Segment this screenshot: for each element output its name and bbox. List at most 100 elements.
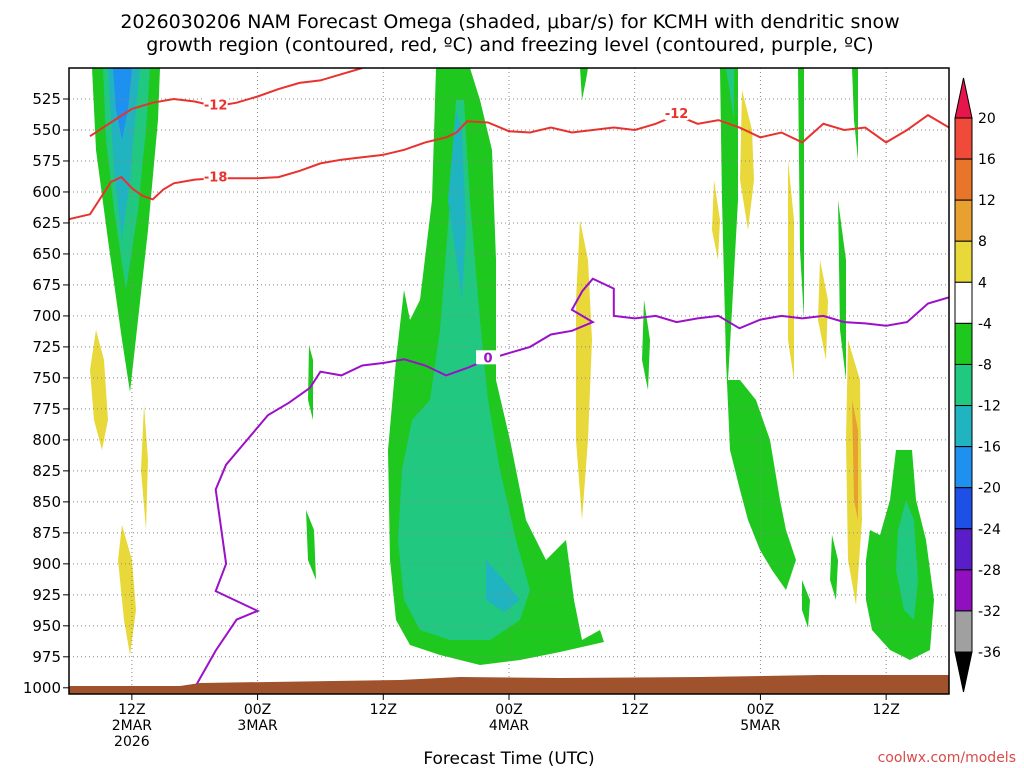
omega-shade-right-green5: [830, 535, 838, 600]
colorbar: 20 16 12 8 4 -4 -8 -12 -16 -20 -24 -28 -32 -36: [954, 77, 1001, 693]
y-tick-label-975: 975: [32, 648, 61, 666]
purple-contours-label-bg-0: [476, 350, 501, 365]
y-axis-ticks: 525 550 575 600 625 650 675 700 725 750 775 800 825 8…: [23, 90, 69, 697]
y-tick-label-725: 725: [32, 338, 61, 356]
omega-shade-main-cyan2: [486, 560, 520, 612]
red-contours-line-0: [69, 131, 458, 221]
x-tick-label-54-0: 12Z: [621, 702, 648, 718]
x-tick-label-6-0: 12Z: [118, 702, 145, 718]
red-contours-label-bg-2: [664, 106, 689, 121]
red-contours-label-bg-1: [203, 97, 228, 112]
y-tick-label-950: 950: [32, 617, 61, 635]
omega-shade-right-green4: [852, 68, 858, 160]
colorbar-label-0: 20: [978, 111, 996, 127]
colorbar-box-3: [954, 240, 973, 283]
dendritic-growth-contours: -18 -12 -12: [69, 68, 949, 221]
omega-shade-right-green6: [802, 580, 810, 628]
y-tick-label-775: 775: [32, 400, 61, 418]
x-axis-label: Forecast Time (UTC): [423, 749, 594, 768]
y-tick-label-850: 850: [32, 493, 61, 511]
omega-shade-right-yellow3: [788, 160, 794, 380]
y-tick-label-575: 575: [32, 152, 61, 170]
chart-title-line1: 2026030206 NAM Forecast Omega (shaded, μ…: [120, 11, 899, 33]
y-tick-label-800: 800: [32, 431, 61, 449]
y-tick-label-525: 525: [32, 90, 61, 108]
purple-contours-line-0: [193, 277, 949, 689]
x-tick-label-6-2: 2026: [114, 734, 150, 750]
colorbar-label-6: -8: [978, 357, 992, 373]
colorbar-bottom-arrow: [954, 651, 973, 693]
omega-shade-yellow-2: [141, 405, 148, 530]
y-tick-label-550: 550: [32, 121, 61, 139]
y-tick-label-825: 825: [32, 462, 61, 480]
omega-shade-yellow-1: [90, 330, 108, 450]
omega-shade-green-small2: [306, 510, 316, 580]
y-tick-label-650: 650: [32, 245, 61, 263]
y-tick-label-925: 925: [32, 586, 61, 604]
purple-contours-label-0: 0: [484, 351, 493, 366]
colorbar-box-1: [954, 158, 973, 201]
colorbar-box-2: [954, 199, 973, 242]
y-tick-label-625: 625: [32, 214, 61, 232]
y-tick-label-875: 875: [32, 524, 61, 542]
omega-shade-right-green: [720, 68, 796, 590]
colorbar-label-13: -36: [978, 645, 1001, 661]
colorbar-box-5: [954, 322, 973, 365]
omega-shade-right-yellow: [740, 90, 754, 230]
colorbar-label-10: -24: [978, 522, 1001, 538]
colorbar-label-7: -12: [978, 399, 1001, 415]
credit-text: coolwx.com/models: [878, 750, 1016, 766]
colorbar-box-8: [954, 446, 973, 489]
omega-shade-green-tall: [580, 68, 588, 100]
y-tick-label-600: 600: [32, 183, 61, 201]
grid-lines: [69, 68, 949, 694]
colorbar-label-9: -20: [978, 481, 1001, 497]
x-tick-label-42-0: 00Z: [495, 702, 522, 718]
omega-shade-right-yellow4: [818, 260, 828, 360]
freezing-level-contours: 0: [193, 277, 949, 689]
y-tick-label-900: 900: [32, 555, 61, 573]
omega-shade-yellow-center: [576, 220, 592, 520]
x-tick-label-30-0: 12Z: [370, 702, 397, 718]
red-contours-label-bg-0: [203, 169, 228, 184]
y-tick-label-700: 700: [32, 307, 61, 325]
omega-shade-right-green3: [838, 200, 846, 380]
colorbar-label-12: -32: [978, 604, 1001, 620]
colorbar-box-10: [954, 528, 973, 571]
x-tick-label-66-1: 5MAR: [740, 718, 781, 734]
colorbar-label-4: 4: [978, 275, 987, 291]
red-contours-label-1: -12: [204, 98, 228, 113]
colorbar-label-11: -28: [978, 563, 1001, 579]
omega-shade-early-blue: [113, 68, 132, 140]
colorbar-label-8: -16: [978, 440, 1001, 456]
red-contours-label-0: -18: [204, 170, 228, 185]
omega-shade-right-yellow2: [712, 180, 720, 260]
red-contours-line-2: [455, 113, 949, 144]
ground-terrain: [69, 675, 949, 694]
omega-shade-early-cyan: [108, 68, 140, 240]
omega-shade-yellow-3: [118, 525, 136, 655]
colorbar-label-2: 12: [978, 193, 996, 209]
colorbar-box-11: [954, 569, 973, 612]
y-tick-label-1000: 1000: [23, 679, 61, 697]
x-tick-label-42-1: 4MAR: [489, 718, 530, 734]
y-tick-label-675: 675: [32, 276, 61, 294]
colorbar-label-3: 8: [978, 234, 987, 250]
omega-shade-right-orange: [852, 400, 858, 520]
omega-shade-green-small1: [308, 345, 313, 420]
colorbar-box-4: [954, 281, 973, 324]
x-tick-label-66-0: 00Z: [747, 702, 774, 718]
omega-shade-main-cyan: [448, 110, 466, 300]
colorbar-label-5: -4: [978, 316, 992, 332]
colorbar-label-1: 16: [978, 152, 996, 168]
chart-title-line2: growth region (contoured, red, ºC) and f…: [146, 34, 873, 56]
colorbar-box-9: [954, 487, 973, 530]
omega-shading: [90, 68, 934, 665]
colorbar-box-6: [954, 363, 973, 407]
x-tick-label-6-1: 2MAR: [112, 718, 153, 734]
omega-shade-far-right-teal: [896, 500, 918, 620]
omega-shade-green-mid: [642, 300, 650, 390]
colorbar-box-0: [954, 117, 973, 160]
